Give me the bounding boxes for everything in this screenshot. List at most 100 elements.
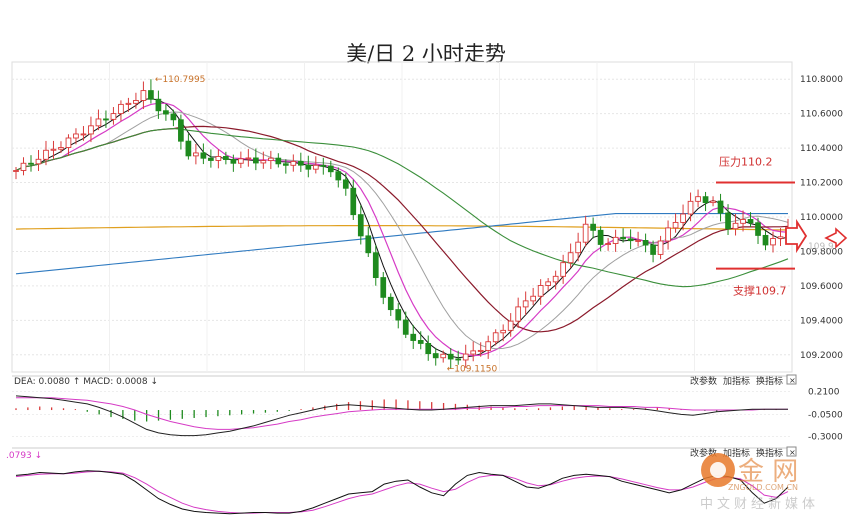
panel-close-x: × — [789, 448, 796, 457]
candle-body — [350, 187, 357, 216]
macd-y-tick: -0.0500 — [808, 410, 843, 420]
panel-button-1-2[interactable]: 换指标 — [756, 447, 783, 459]
right-arrow-icon — [824, 227, 848, 249]
candle-body — [80, 133, 87, 136]
candle-body — [657, 240, 664, 255]
candle-body — [297, 160, 304, 166]
kd-d-line — [15, 470, 789, 514]
candle-body — [560, 262, 566, 277]
macd-y-tick: -0.3000 — [808, 432, 843, 442]
candle-body — [432, 353, 439, 359]
y-tick-label: 109.8000 — [800, 247, 843, 257]
candle-body — [402, 319, 409, 335]
candle-body — [267, 157, 274, 162]
candle-body — [522, 300, 529, 308]
candle-body — [140, 90, 147, 101]
candle-body — [275, 157, 282, 165]
resistance-label: 压力110.2 — [719, 156, 773, 169]
candle-body — [710, 200, 716, 204]
candle-body — [223, 156, 229, 160]
candle-body — [312, 164, 319, 170]
candle-body — [58, 147, 64, 150]
candle-body — [335, 171, 342, 181]
candle-body — [507, 320, 514, 331]
y-tick-label: 110.0000 — [800, 213, 843, 223]
candle-body — [305, 164, 312, 170]
candle-body — [530, 295, 537, 302]
candle-body — [193, 152, 199, 157]
watermark-brand: 金 网 — [738, 457, 798, 487]
y-tick-label: 110.8000 — [800, 75, 843, 85]
candle-body — [612, 236, 619, 244]
candle-body — [238, 158, 244, 164]
candle-body — [725, 212, 731, 230]
candle-body — [447, 353, 454, 360]
candle-body — [125, 102, 132, 105]
low-label: ←109.1150 — [447, 365, 498, 375]
candlesticks — [13, 79, 791, 369]
candle-body — [455, 358, 462, 361]
candle-body — [230, 159, 237, 164]
watermark-url: ZNGOLD.COM.CN — [728, 483, 798, 492]
candle-body — [342, 179, 349, 189]
candle-body — [320, 164, 327, 167]
candle-body — [732, 222, 739, 230]
candle-body — [208, 157, 214, 161]
candle-body — [35, 158, 42, 165]
candle-body — [665, 227, 671, 242]
candle-body — [597, 229, 604, 245]
candle-body — [485, 341, 492, 351]
macd-header: DEA: 0.0080 ↑ MACD: 0.0008 ↓ — [14, 377, 158, 387]
candle-body — [372, 252, 379, 279]
macd-dif-line — [15, 395, 788, 437]
candle-body — [410, 333, 417, 341]
y-tick-label: 109.2000 — [800, 351, 843, 361]
candle-body — [425, 342, 432, 355]
candle-body — [50, 148, 57, 151]
support-label: 支撑109.7 — [733, 284, 787, 298]
candle-body — [717, 200, 724, 214]
candle-body — [575, 241, 581, 254]
candle-body — [170, 113, 177, 121]
watermark-sub: 中文财经新媒体 — [700, 496, 819, 512]
y-tick-label: 110.4000 — [800, 144, 843, 154]
candle-body — [327, 165, 334, 173]
panel-button-0-1[interactable]: 加指标 — [723, 375, 750, 387]
candle-body — [185, 140, 192, 157]
candle-body — [440, 353, 447, 359]
candle-body — [252, 157, 259, 164]
candle-body — [650, 244, 656, 255]
candle-body — [395, 309, 402, 321]
candle-body — [552, 275, 559, 283]
candle-body — [462, 353, 469, 361]
candle-body — [357, 214, 364, 237]
high-label: ←110.7995 — [155, 75, 205, 85]
candle-body — [282, 163, 289, 166]
candle-body — [43, 149, 49, 160]
panel-button-0-2[interactable]: 换指标 — [756, 375, 783, 387]
panel-button-1-1[interactable]: 加指标 — [723, 447, 750, 459]
arrow-price-label: 109.9 — [808, 242, 834, 252]
y-tick-label: 110.2000 — [800, 179, 843, 189]
candle-body — [702, 196, 709, 204]
watermark-logo-inner — [710, 462, 726, 478]
kd-header: .0793 ↓ — [6, 451, 42, 461]
candle-body — [740, 219, 746, 224]
candle-body — [492, 332, 499, 343]
panel-close-icon — [786, 374, 797, 385]
candle-body — [500, 329, 507, 334]
panel-button-0-0[interactable]: 改参数 — [690, 375, 717, 387]
candle-body — [605, 243, 611, 245]
candle-body — [103, 118, 109, 121]
candle-body — [747, 219, 754, 224]
candle-body — [777, 236, 784, 239]
candle-body — [110, 113, 117, 120]
candle-body — [762, 234, 769, 246]
ma-orange-line — [15, 225, 789, 231]
y-tick-label: 109.4000 — [800, 316, 843, 326]
macd-histogram — [15, 399, 777, 422]
candle-body — [680, 213, 686, 223]
candle-body — [380, 277, 387, 298]
